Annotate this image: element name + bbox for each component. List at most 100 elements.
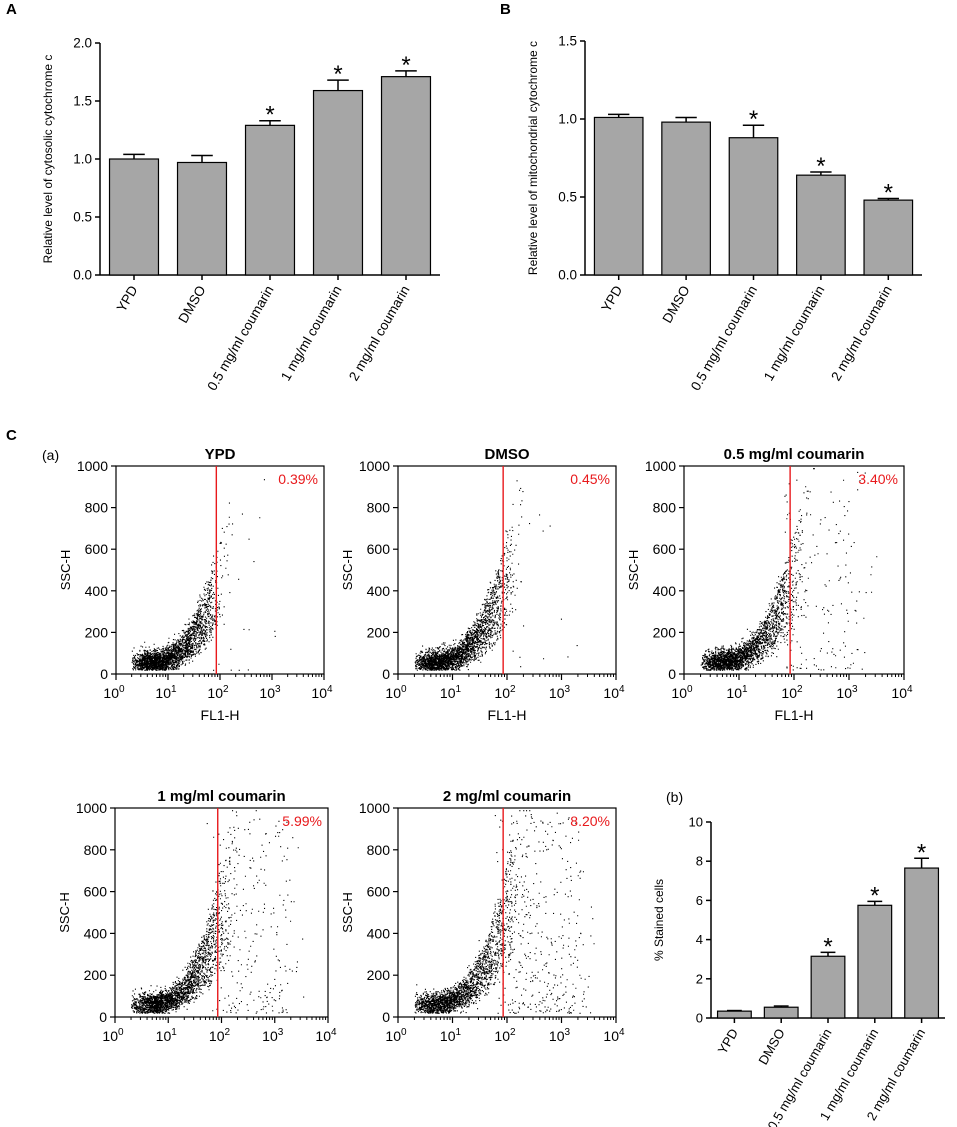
x-tick-exponent: 2 <box>797 684 803 695</box>
bar-chart-B: 0.0 0.5 1.0 1.5 Relative level of mitochondr… <box>526 34 922 393</box>
x-tick-label: 102 <box>494 684 516 701</box>
y-axis-label: SSC-H <box>340 550 355 590</box>
y-tick-label: 0 <box>668 666 676 682</box>
y-tick-label: 600 <box>367 541 391 557</box>
event-dot-cloud <box>414 810 595 1014</box>
y-tick-label: 200 <box>653 624 677 640</box>
x-tick-label: 101 <box>440 684 462 701</box>
y-tick-label: 1000 <box>76 800 107 816</box>
y-tick-label: 1000 <box>645 458 676 474</box>
x-tick-label: 100 <box>103 684 125 701</box>
gate-percent-label: 8.20% <box>570 813 610 829</box>
x-tick-exponent: 2 <box>510 1027 516 1038</box>
x-tick-base: 10 <box>156 1028 172 1044</box>
y-tick-label: 400 <box>84 925 108 941</box>
x-tick-exponent: 4 <box>907 684 913 695</box>
x-tick-base: 10 <box>671 685 687 701</box>
y-axis-label: SSC-H <box>340 892 355 932</box>
x-tick-label: 104 <box>891 684 913 701</box>
x-tick-label: 2 mg/ml coumarin <box>828 283 895 383</box>
x-tick-label: 100 <box>102 1027 124 1044</box>
significance-marker: * <box>870 882 879 909</box>
gate-percent-label: 5.99% <box>282 813 322 829</box>
x-tick-exponent: 0 <box>118 1027 124 1038</box>
x-tick-exponent: 3 <box>565 1027 571 1038</box>
x-tick-exponent: 3 <box>278 1027 284 1038</box>
bar <box>176 161 228 276</box>
x-tick-label: 103 <box>549 684 571 701</box>
y-tick-label: 2.0 <box>73 36 92 51</box>
y-tick-label: 0 <box>382 666 390 682</box>
x-tick-base: 10 <box>102 1028 118 1044</box>
x-tick-label: 103 <box>259 684 281 701</box>
bar-chart-A: 0.0 0.5 1.0 1.5 2.0 Relative level of cytosol… <box>41 36 440 393</box>
x-tick-base: 10 <box>311 685 327 701</box>
x-tick-label: 0.5 mg/ml coumarin <box>204 283 276 393</box>
x-tick-base: 10 <box>836 685 852 701</box>
y-tick-label: 8 <box>696 854 703 869</box>
x-tick-base: 10 <box>259 685 275 701</box>
y-tick-label: 0 <box>382 1009 390 1025</box>
sub-label-b: (b) <box>666 789 683 805</box>
y-tick-label: 0 <box>696 1011 703 1026</box>
x-tick-exponent: 3 <box>275 684 281 695</box>
bar <box>904 867 940 1019</box>
y-axis-label: Relative level of mitochondrial cytochro… <box>526 41 540 275</box>
x-tick-exponent: 3 <box>565 684 571 695</box>
y-tick-label: 400 <box>653 583 677 599</box>
x-tick-base: 10 <box>207 685 223 701</box>
x-tick-base: 10 <box>781 685 797 701</box>
event-dots <box>414 480 578 671</box>
y-tick-label: 800 <box>367 500 391 516</box>
x-tick-label: 100 <box>671 684 693 701</box>
x-tick-exponent: 1 <box>456 1027 462 1038</box>
bar <box>716 1010 752 1019</box>
x-tick-label: 102 <box>494 1027 516 1044</box>
y-tick-label: 400 <box>367 583 391 599</box>
bar <box>661 121 711 276</box>
y-tick-label: 0.5 <box>558 190 577 205</box>
y-tick-label: 1.0 <box>558 112 577 127</box>
x-tick-label: 104 <box>603 684 625 701</box>
significance-marker: * <box>816 153 825 180</box>
x-tick-base: 10 <box>494 1028 510 1044</box>
x-tick-exponent: 0 <box>401 1027 407 1038</box>
y-tick-label: 4 <box>696 932 703 947</box>
y-tick-label: 600 <box>367 884 391 900</box>
plot-frame <box>397 465 617 675</box>
x-axis-label: FL1-H <box>488 707 527 723</box>
x-tick-exponent: 1 <box>171 1027 177 1038</box>
x-tick-exponent: 1 <box>456 684 462 695</box>
x-tick-exponent: 1 <box>742 684 748 695</box>
x-tick-base: 10 <box>385 685 401 701</box>
y-tick-label: 800 <box>653 500 677 516</box>
y-tick-label: 1.5 <box>558 34 577 49</box>
event-dot-cloud <box>131 479 276 671</box>
bar <box>763 1006 799 1019</box>
plot-title: YPD <box>205 446 236 463</box>
x-tick-exponent: 4 <box>619 684 625 695</box>
y-tick-label: 200 <box>367 967 391 983</box>
y-tick-label: 1000 <box>77 458 108 474</box>
gate-percent-label: 0.39% <box>278 471 318 487</box>
x-tick-exponent: 1 <box>171 684 177 695</box>
y-tick-label: 1000 <box>359 800 390 816</box>
x-tick-base: 10 <box>315 1028 331 1044</box>
panel-label-a: A <box>6 1 17 18</box>
y-tick-label: 200 <box>84 967 108 983</box>
y-axis-label: SSC-H <box>626 550 641 590</box>
x-tick-label: YPD <box>114 283 141 315</box>
x-tick-exponent: 2 <box>225 1027 231 1038</box>
significance-marker: * <box>401 52 410 79</box>
significance-marker: * <box>823 933 832 960</box>
significance-marker: * <box>265 102 274 129</box>
y-tick-label: 200 <box>85 624 109 640</box>
y-tick-label: 800 <box>85 500 109 516</box>
x-tick-label: YPD <box>598 283 625 315</box>
x-tick-base: 10 <box>891 685 907 701</box>
